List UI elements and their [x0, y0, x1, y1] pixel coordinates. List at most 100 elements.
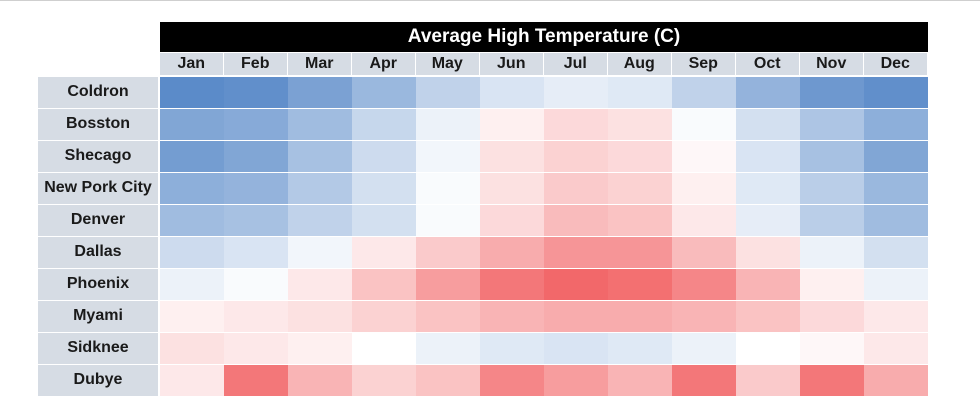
heat-cell-dallas-mar [288, 237, 352, 268]
heat-cell-dallas-nov [800, 237, 864, 268]
heat-cell-dubye-aug [608, 365, 672, 396]
heat-cell-bosston-jan [160, 109, 224, 140]
heat-cell-shecago-sep [672, 141, 736, 172]
heat-cell-myami-jun [480, 301, 544, 332]
month-header-dec: Dec [864, 53, 927, 75]
heat-cell-phoenix-feb [224, 269, 288, 300]
month-header-may: May [416, 53, 479, 75]
city-label-dallas: Dallas [38, 237, 158, 268]
month-header-oct: Oct [736, 53, 799, 75]
heat-cell-shecago-nov [800, 141, 864, 172]
heat-cell-dubye-jun [480, 365, 544, 396]
heat-cell-denver-oct [736, 205, 800, 236]
month-header-jan: Jan [160, 53, 223, 75]
heat-cell-dubye-apr [352, 365, 416, 396]
heat-cell-coldron-jan [160, 77, 224, 108]
heat-cell-dallas-may [416, 237, 480, 268]
heat-cell-new-pork-city-jan [160, 173, 224, 204]
heat-cell-shecago-may [416, 141, 480, 172]
heat-cell-sidknee-dec [864, 333, 928, 364]
heat-cell-bosston-jun [480, 109, 544, 140]
heat-cell-dallas-oct [736, 237, 800, 268]
heat-cell-denver-may [416, 205, 480, 236]
heat-cell-denver-aug [608, 205, 672, 236]
heat-cell-dubye-may [416, 365, 480, 396]
heat-cell-denver-jun [480, 205, 544, 236]
heat-cell-phoenix-jul [544, 269, 608, 300]
heat-cell-coldron-nov [800, 77, 864, 108]
month-header-apr: Apr [352, 53, 415, 75]
month-header-nov: Nov [800, 53, 863, 75]
month-header-feb: Feb [224, 53, 287, 75]
heat-cell-bosston-may [416, 109, 480, 140]
heat-cell-new-pork-city-oct [736, 173, 800, 204]
heat-cell-shecago-aug [608, 141, 672, 172]
heat-cell-phoenix-may [416, 269, 480, 300]
heat-cell-coldron-jul [544, 77, 608, 108]
heat-cell-myami-aug [608, 301, 672, 332]
heat-cell-phoenix-dec [864, 269, 928, 300]
month-header-mar: Mar [288, 53, 351, 75]
heat-cell-sidknee-feb [224, 333, 288, 364]
heat-cell-myami-oct [736, 301, 800, 332]
heat-cell-shecago-apr [352, 141, 416, 172]
heat-cell-sidknee-apr [352, 333, 416, 364]
heat-cell-myami-nov [800, 301, 864, 332]
heat-cell-dubye-oct [736, 365, 800, 396]
heat-cell-sidknee-nov [800, 333, 864, 364]
heat-cell-new-pork-city-apr [352, 173, 416, 204]
heat-cell-denver-nov [800, 205, 864, 236]
heat-cell-coldron-feb [224, 77, 288, 108]
heat-cell-phoenix-jun [480, 269, 544, 300]
heat-cell-myami-sep [672, 301, 736, 332]
heat-cell-bosston-mar [288, 109, 352, 140]
heat-cell-sidknee-jul [544, 333, 608, 364]
city-label-phoenix: Phoenix [38, 269, 158, 300]
heat-cell-dallas-jul [544, 237, 608, 268]
heat-cell-new-pork-city-sep [672, 173, 736, 204]
heat-cell-coldron-aug [608, 77, 672, 108]
heat-cell-myami-mar [288, 301, 352, 332]
heat-cell-myami-jan [160, 301, 224, 332]
heat-cell-shecago-mar [288, 141, 352, 172]
heat-cell-coldron-oct [736, 77, 800, 108]
heat-cell-myami-jul [544, 301, 608, 332]
heat-cell-sidknee-mar [288, 333, 352, 364]
heat-cell-dallas-dec [864, 237, 928, 268]
heat-cell-myami-may [416, 301, 480, 332]
heat-cell-bosston-apr [352, 109, 416, 140]
heat-cell-phoenix-mar [288, 269, 352, 300]
heat-cell-new-pork-city-feb [224, 173, 288, 204]
heat-cell-coldron-sep [672, 77, 736, 108]
heat-cell-coldron-jun [480, 77, 544, 108]
heat-cell-shecago-oct [736, 141, 800, 172]
heat-cell-denver-jul [544, 205, 608, 236]
heat-cell-dubye-jul [544, 365, 608, 396]
heat-cell-dubye-mar [288, 365, 352, 396]
month-header-aug: Aug [608, 53, 671, 75]
heat-cell-myami-dec [864, 301, 928, 332]
heat-cell-dallas-jun [480, 237, 544, 268]
heat-cell-dubye-dec [864, 365, 928, 396]
heat-cell-dubye-sep [672, 365, 736, 396]
heat-cell-bosston-nov [800, 109, 864, 140]
heat-cell-myami-apr [352, 301, 416, 332]
heat-cell-coldron-mar [288, 77, 352, 108]
heat-cell-shecago-jul [544, 141, 608, 172]
city-label-denver: Denver [38, 205, 158, 236]
heat-cell-phoenix-oct [736, 269, 800, 300]
heat-cell-denver-apr [352, 205, 416, 236]
top-rule [0, 0, 980, 1]
city-label-bosston: Bosston [38, 109, 158, 140]
city-label-coldron: Coldron [38, 77, 158, 108]
heat-cell-dallas-jan [160, 237, 224, 268]
city-label-new-pork-city: New Pork City [38, 173, 158, 204]
heat-cell-bosston-jul [544, 109, 608, 140]
heat-cell-phoenix-nov [800, 269, 864, 300]
month-header-sep: Sep [672, 53, 735, 75]
heat-cell-coldron-apr [352, 77, 416, 108]
heat-cell-denver-mar [288, 205, 352, 236]
heat-cell-new-pork-city-dec [864, 173, 928, 204]
heat-cell-new-pork-city-jul [544, 173, 608, 204]
